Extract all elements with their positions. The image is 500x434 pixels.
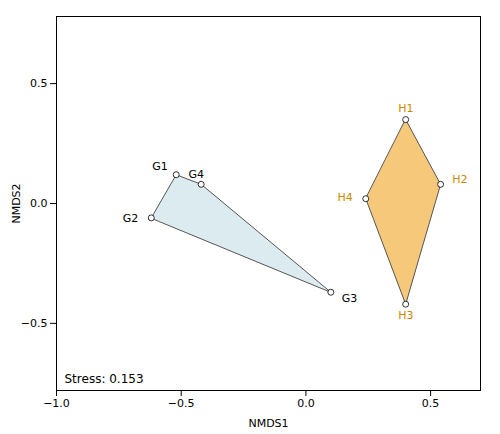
svg-text:G4: G4 <box>189 168 205 181</box>
svg-text:Stress: 0.153: Stress: 0.153 <box>65 372 144 386</box>
svg-text:H2: H2 <box>452 173 467 186</box>
svg-text:NMDS1: NMDS1 <box>248 417 288 430</box>
svg-text:H1: H1 <box>398 102 413 115</box>
svg-text:0.0: 0.0 <box>297 397 315 410</box>
svg-text:G3: G3 <box>342 292 358 305</box>
svg-text:G2: G2 <box>123 212 139 225</box>
svg-text:NMDS2: NMDS2 <box>10 183 23 223</box>
svg-text:0.0: 0.0 <box>30 197 48 210</box>
svg-text:−1.0: −1.0 <box>43 397 70 410</box>
svg-text:H3: H3 <box>398 309 413 322</box>
svg-text:G1: G1 <box>152 160 168 173</box>
svg-text:−0.5: −0.5 <box>168 397 195 410</box>
svg-text:−0.5: −0.5 <box>21 317 48 330</box>
svg-text:0.5: 0.5 <box>30 77 48 90</box>
svg-text:H4: H4 <box>338 191 353 204</box>
svg-text:0.5: 0.5 <box>422 397 440 410</box>
